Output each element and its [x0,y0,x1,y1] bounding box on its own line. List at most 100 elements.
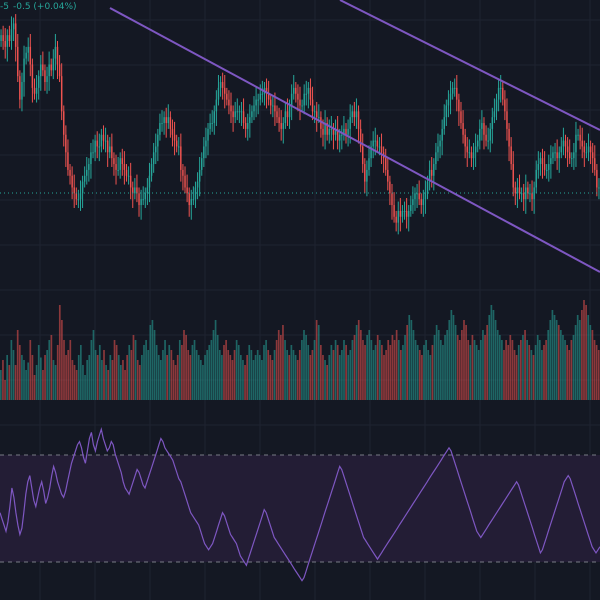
volume-bar [258,355,261,400]
candle-body [433,164,435,176]
volume-bar [240,355,242,400]
volume-pane[interactable] [0,300,600,400]
candle-body [378,146,381,148]
candle-body [585,152,588,154]
volume-bar [486,325,488,400]
volume-bar [490,305,493,400]
volume-bar [143,345,145,400]
volume-bar [450,310,453,400]
price-pane[interactable] [0,0,600,273]
candle-body [161,123,163,125]
candle-body [412,199,414,206]
volume-bar [271,360,274,400]
volume-bar [557,325,560,400]
candle-body [564,140,567,147]
volume-bar [317,325,320,400]
candle-body [428,169,431,182]
candle-body [594,158,596,170]
volume-bar [111,360,114,400]
volume-bar [73,365,76,400]
volume-bar [246,355,248,400]
volume-bar [185,335,187,400]
candle-body [56,46,59,65]
candle-body [583,146,586,153]
candle-body [244,123,247,129]
candle-body [418,193,420,200]
candle-body [376,140,379,147]
candle-body [92,152,94,154]
channel-upper-line[interactable] [339,0,600,131]
volume-bar [591,330,594,400]
candle-body [301,105,303,107]
candle-body [587,146,590,153]
volume-bar [101,360,103,400]
candle-body [391,193,393,206]
volume-bar [366,335,368,400]
candle-body [31,64,34,88]
candle-body [548,164,550,170]
candle-body [332,128,335,135]
volume-bar [170,350,173,400]
volume-bar [231,360,234,400]
candle-body [146,187,149,194]
candle-body [422,199,425,206]
volume-bar [551,310,554,400]
volume-bar [261,360,263,400]
channel-lower-line[interactable] [109,7,600,273]
candle-body [443,117,445,129]
volume-bar [326,365,328,400]
volume-bar [130,350,133,400]
candle-body [276,111,278,118]
volume-bar [202,365,204,400]
volume-bar [498,335,501,400]
candle-body [152,152,155,165]
volume-bar [27,362,30,400]
volume-bar [549,320,552,400]
rsi-pane[interactable] [0,426,600,582]
candle-body [113,158,115,165]
volume-bar [541,350,543,400]
volume-bar [530,350,533,400]
candle-body [313,111,316,113]
volume-bar [254,355,257,400]
volume-bar [225,340,227,400]
volume-bar [429,355,432,400]
candle-body [495,99,498,112]
volume-bar [395,330,398,400]
candle-body [451,87,454,94]
volume-bar [265,340,267,400]
volume-bar [360,330,362,400]
candle-body [575,134,577,153]
volume-bar [288,355,291,400]
candle-body [221,82,224,88]
candle-body [109,146,111,153]
candle-body [123,164,126,170]
candle-body [529,193,531,195]
volume-bar [155,345,158,400]
candle-body [228,99,230,106]
candle-body [539,158,542,165]
candle-body [387,169,389,182]
volume-bar [117,355,120,400]
price-channel-icon[interactable] [109,0,600,273]
candle-body [138,193,140,206]
volume-bar [545,340,547,400]
candle-body [545,169,548,171]
candle-body [560,146,563,153]
candle-body [571,158,573,160]
volume-bar [389,345,392,400]
volume-bar [237,345,240,400]
candle-body [334,128,337,135]
volume-bar [124,370,126,400]
candle-body [522,193,525,200]
volume-bar [509,335,512,400]
candle-body [261,93,264,95]
candle-body [157,134,159,147]
volume-bar [18,345,21,400]
candle-body [280,123,282,129]
volume-bar [250,350,253,400]
volume-bar [136,360,139,400]
volume-bar [282,325,284,400]
volume-bar [189,355,192,400]
